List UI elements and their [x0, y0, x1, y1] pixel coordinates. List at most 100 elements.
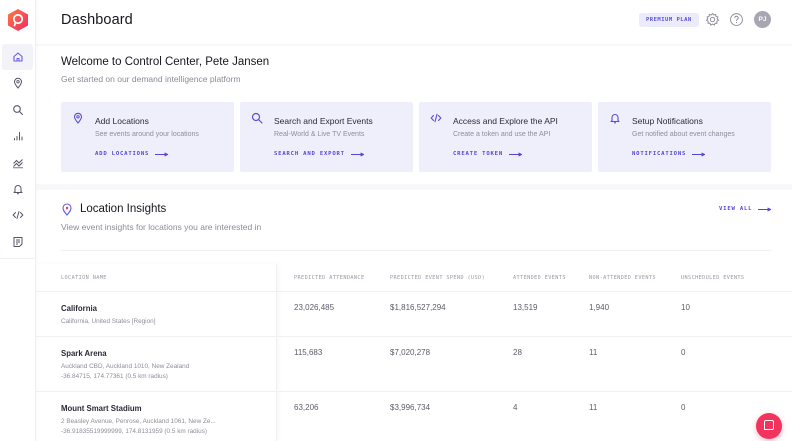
code-icon	[12, 211, 23, 219]
location-name-column	[36, 264, 277, 441]
card-add-locations[interactable]: Add Locations See events around your loc…	[61, 102, 234, 172]
sidebar-item-features[interactable]	[2, 150, 33, 176]
bell-icon	[610, 114, 620, 124]
predicted-attendance: 115,683	[294, 348, 323, 357]
location-address: California, United States [Region]	[61, 318, 156, 325]
sidebar-divider	[0, 258, 36, 259]
bar-chart-icon	[13, 132, 22, 141]
map-pin-icon	[13, 77, 22, 89]
card-link-label: NOTIFICATIONS	[632, 151, 687, 157]
sidebar-item-home[interactable]	[2, 44, 33, 70]
attended-events: 13,519	[513, 303, 538, 312]
gear-icon[interactable]	[705, 12, 720, 27]
arrow-right-icon	[509, 152, 523, 156]
card-title: Add Locations	[95, 116, 149, 126]
code-icon	[430, 113, 442, 123]
insights-table: LOCATION NAME PREDICTED ATTENDANCE PREDI…	[36, 264, 792, 441]
non-attended-events: 11	[589, 403, 598, 412]
help-icon[interactable]	[729, 12, 744, 27]
chat-launcher-button[interactable]	[756, 413, 782, 439]
card-link-label: SEARCH AND EXPORT	[274, 151, 345, 157]
card-title: Access and Explore the API	[453, 116, 558, 126]
view-all-label: VIEW ALL	[719, 206, 753, 212]
view-all-link[interactable]: VIEW ALL	[719, 206, 772, 212]
card-description: See events around your locations	[95, 131, 199, 138]
search-icon	[12, 105, 23, 116]
predicted-spend: $7,020,278	[390, 348, 431, 357]
card-search-export[interactable]: Search and Export Events Real-World & Li…	[240, 102, 413, 172]
sidebar-item-locations[interactable]	[2, 70, 33, 96]
avatar[interactable]: PJ	[754, 11, 771, 28]
welcome-section: Welcome to Control Center, Pete Jansen G…	[36, 46, 792, 184]
sidebar-item-search[interactable]	[2, 97, 33, 123]
notifications-link[interactable]: NOTIFICATIONS	[632, 151, 706, 157]
chat-icon	[764, 420, 774, 430]
column-header[interactable]: UNSCHEDULED EVENTS	[681, 275, 745, 281]
card-description: Get notified about event changes	[632, 131, 735, 138]
card-description: Create a token and use the API	[453, 131, 551, 138]
attended-events: 4	[513, 403, 518, 412]
predicted-spend: $1,816,527,294	[390, 303, 446, 312]
non-attended-events: 11	[589, 348, 598, 357]
column-header[interactable]: LOCATION NAME	[61, 275, 107, 281]
header-separator	[36, 44, 792, 46]
arrow-right-icon	[692, 152, 706, 156]
column-header[interactable]: PREDICTED ATTENDANCE	[294, 275, 365, 281]
card-title: Setup Notifications	[632, 116, 703, 126]
welcome-title: Welcome to Control Center, Pete Jansen	[61, 56, 270, 68]
plan-badge[interactable]: PREMIUM PLAN	[639, 13, 699, 27]
row-divider	[36, 291, 792, 292]
card-api[interactable]: Access and Explore the API Create a toke…	[419, 102, 592, 172]
search-export-link[interactable]: SEARCH AND EXPORT	[274, 151, 364, 157]
section-title: Location Insights	[80, 203, 167, 215]
header: Dashboard PREMIUM PLAN PJ	[36, 0, 792, 44]
card-link-label: CREATE TOKEN	[453, 151, 504, 157]
card-link-label: ADD LOCATIONS	[95, 151, 150, 157]
unscheduled-events: 0	[681, 403, 686, 412]
create-token-link[interactable]: CREATE TOKEN	[453, 151, 523, 157]
attended-events: 28	[513, 348, 522, 357]
sidebar-item-docs[interactable]	[2, 229, 33, 255]
card-notifications[interactable]: Setup Notifications Get notified about e…	[598, 102, 771, 172]
predicted-attendance: 63,206	[294, 403, 319, 412]
arrow-right-icon	[350, 152, 364, 156]
map-pin-icon	[62, 203, 72, 216]
sidebar-item-notifications[interactable]	[2, 176, 33, 202]
column-header[interactable]: NON-ATTENDED EVENTS	[589, 275, 656, 281]
sidebar	[0, 0, 36, 441]
search-icon	[251, 112, 263, 124]
sidebar-item-analytics[interactable]	[2, 123, 33, 149]
location-name[interactable]: California	[61, 304, 97, 313]
bell-icon	[13, 185, 22, 195]
card-description: Real-World & Live TV Events	[274, 131, 365, 138]
location-coordinates: -36.84715, 174.77361 (0.5 km radius)	[61, 373, 168, 380]
map-pin-icon	[73, 112, 83, 124]
location-name[interactable]: Mount Smart Stadium	[61, 404, 142, 413]
unscheduled-events: 10	[681, 303, 690, 312]
add-locations-link[interactable]: ADD LOCATIONS	[95, 151, 169, 157]
location-address: Auckland CBD, Auckland 1010, New Zealand	[61, 363, 190, 370]
predicted-spend: $3,996,734	[390, 403, 431, 412]
row-divider	[36, 391, 792, 392]
logo-icon[interactable]	[7, 8, 29, 32]
predicted-attendance: 23,026,485	[294, 303, 335, 312]
section-subtitle: View event insights for locations you ar…	[61, 222, 262, 232]
document-icon	[13, 237, 22, 247]
location-name[interactable]: Spark Arena	[61, 349, 107, 358]
sidebar-item-api[interactable]	[2, 202, 33, 228]
row-divider	[36, 336, 792, 337]
home-icon	[12, 52, 23, 62]
column-header[interactable]: PREDICTED EVENT SPEND (USD)	[390, 275, 486, 281]
column-header[interactable]: ATTENDED EVENTS	[513, 275, 566, 281]
layers-icon	[12, 159, 23, 169]
card-title: Search and Export Events	[274, 116, 373, 126]
divider	[61, 250, 771, 251]
location-insights-section: Location Insights View event insights fo…	[36, 190, 792, 441]
arrow-right-icon	[758, 207, 772, 211]
non-attended-events: 1,940	[589, 303, 610, 312]
location-coordinates: -36.91835519999999, 174.8131959 (0.5 km …	[61, 428, 208, 435]
arrow-right-icon	[155, 152, 169, 156]
page-title: Dashboard	[61, 12, 133, 28]
section-separator	[36, 184, 792, 190]
